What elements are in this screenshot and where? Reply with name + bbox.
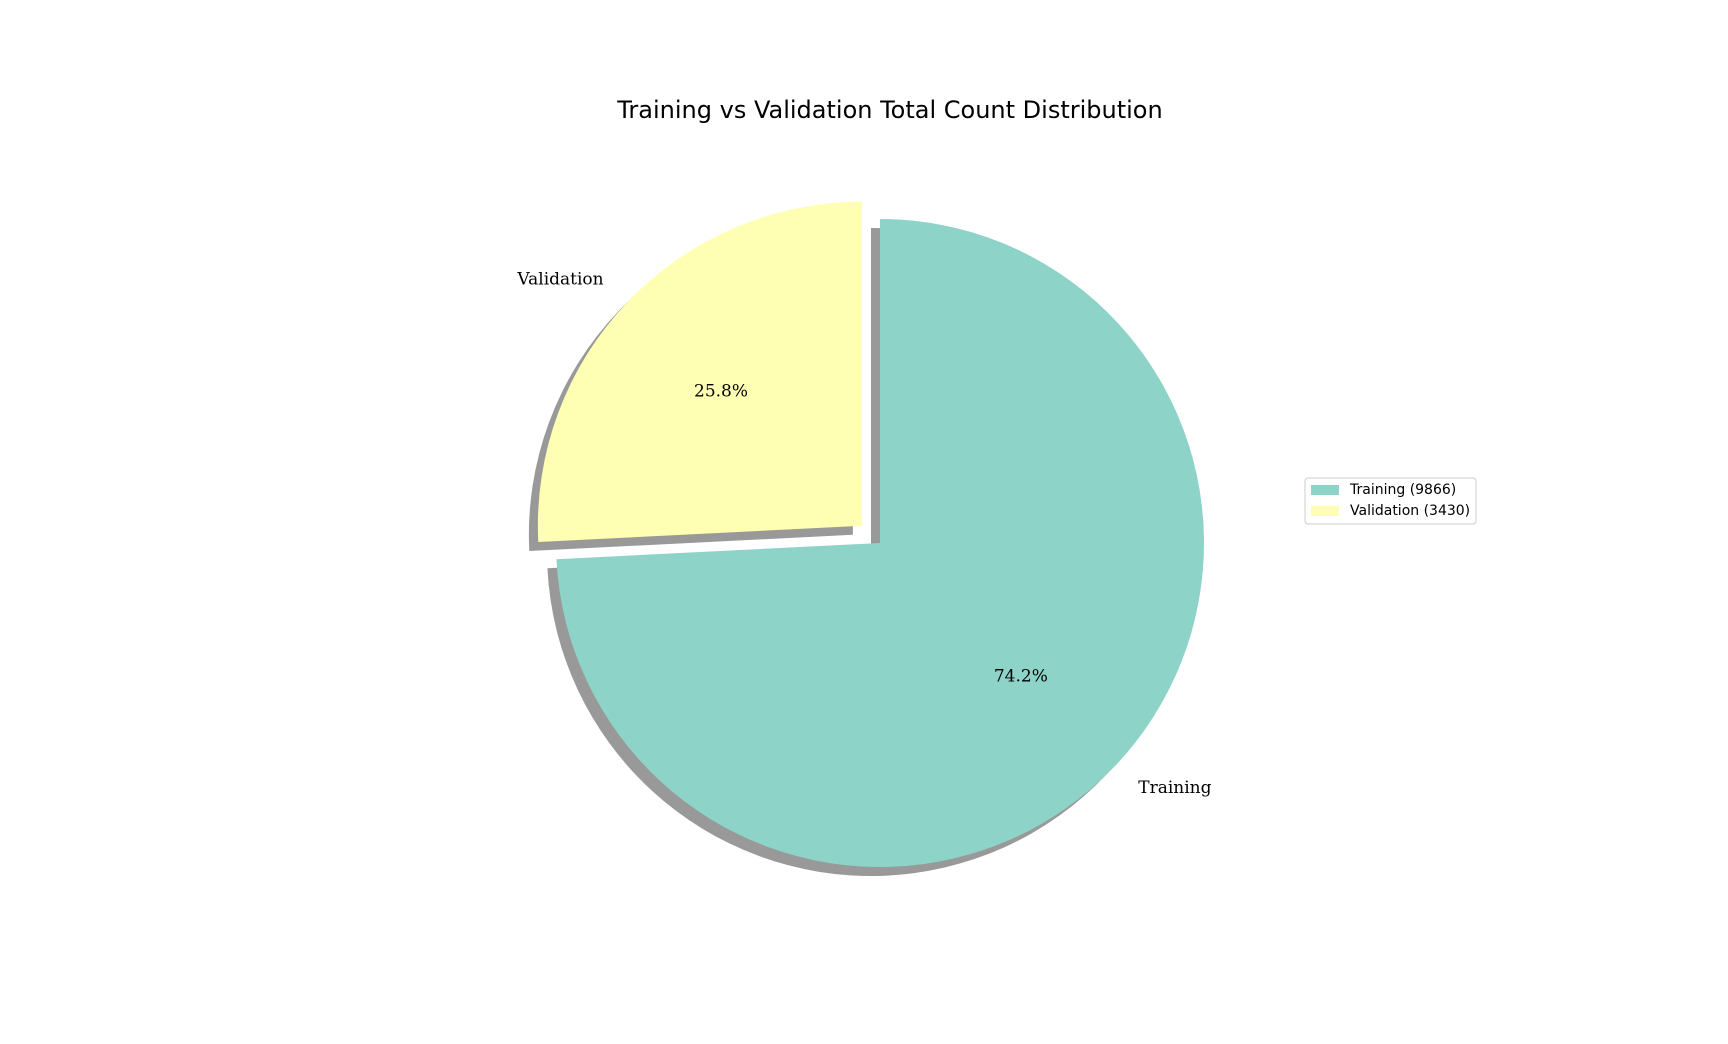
percent-label-training: 74.2% [994,666,1048,686]
slice-label-training: Training [1138,778,1211,798]
slice-validation [537,201,862,542]
legend-label-validation: Validation (3430) [1350,503,1470,519]
slice-labels: Training 74.2% Validation 25.8% [516,270,1211,798]
slice-label-validation: Validation [516,270,603,290]
legend-label-training: Training (9866) [1349,482,1456,498]
chart-title: Training vs Validation Total Count Distr… [616,96,1162,124]
legend-swatch-validation [1311,506,1339,516]
pie-slices [537,201,1204,867]
slice-training [556,219,1204,867]
legend-box [1304,477,1477,525]
percent-label-validation: 25.8% [694,381,748,401]
legend: Training (9866) Validation (3430) [1304,477,1477,525]
legend-swatch-training [1311,485,1339,495]
